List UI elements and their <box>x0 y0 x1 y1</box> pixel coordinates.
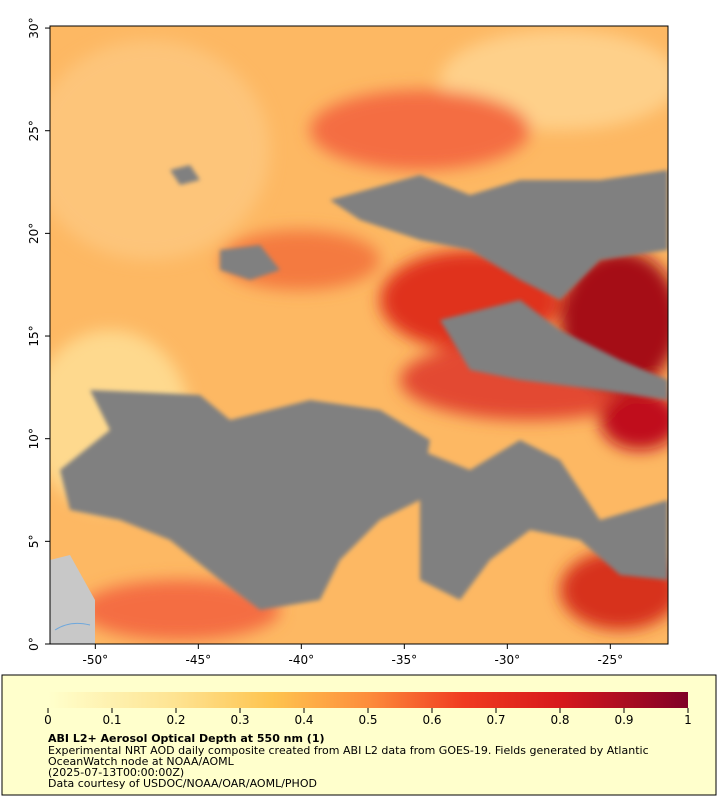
y-tick-label: 30° <box>27 17 41 38</box>
legend-line: (2025-07-13T00:00:00Z) <box>48 766 184 779</box>
colorbar <box>48 692 688 708</box>
legend-line: Data courtesy of USDOC/NOAA/OAR/AOML/PHO… <box>48 777 317 790</box>
legend-line: Experimental NRT AOD daily composite cre… <box>48 744 649 757</box>
y-tick-label: 5° <box>27 535 41 549</box>
colorbar-tick-label: 0.9 <box>614 713 633 727</box>
colorbar-tick-label: 0.6 <box>422 713 441 727</box>
y-tick-label: 25° <box>27 120 41 141</box>
colorbar-tick-label: 0.5 <box>358 713 377 727</box>
y-tick-label: 0° <box>27 637 41 651</box>
x-tick-label: -30° <box>495 653 521 667</box>
x-tick-label: -35° <box>392 653 418 667</box>
aod-field <box>50 26 668 644</box>
colorbar-tick-label: 0.1 <box>102 713 121 727</box>
legend-title: ABI L2+ Aerosol Optical Depth at 550 nm … <box>48 732 325 745</box>
x-tick-label: -25° <box>598 653 624 667</box>
legend-line: OceanWatch node at NOAA/AOML <box>48 755 235 768</box>
y-tick-label: 20° <box>27 223 41 244</box>
colorbar-tick-label: 1 <box>684 713 692 727</box>
colorbar-tick-label: 0.8 <box>550 713 569 727</box>
map-frame <box>49 25 669 645</box>
colorbar-tick-label: 0.2 <box>166 713 185 727</box>
x-tick-label: -50° <box>83 653 109 667</box>
y-tick-label: 15° <box>27 325 41 346</box>
x-tick-label: -40° <box>289 653 315 667</box>
y-tick-label: 10° <box>27 428 41 449</box>
colorbar-tick-label: 0.3 <box>230 713 249 727</box>
x-tick-label: -45° <box>186 653 212 667</box>
colorbar-tick-label: 0.4 <box>294 713 313 727</box>
colorbar-tick-label: 0 <box>44 713 52 727</box>
colorbar-tick-label: 0.7 <box>486 713 505 727</box>
